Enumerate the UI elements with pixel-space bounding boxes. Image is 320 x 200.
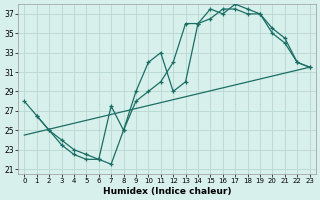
X-axis label: Humidex (Indice chaleur): Humidex (Indice chaleur) (103, 187, 231, 196)
